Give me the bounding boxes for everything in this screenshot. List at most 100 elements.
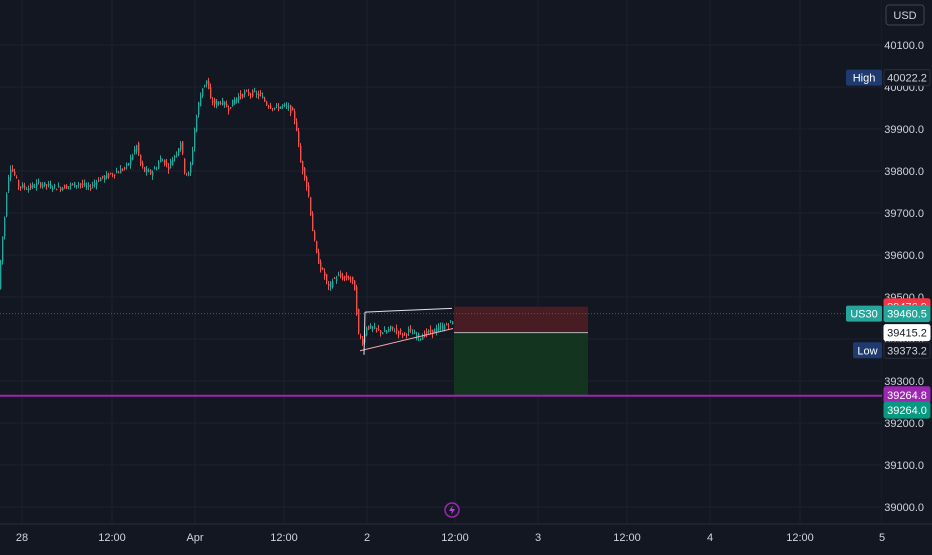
candle-body: [140, 154, 142, 165]
candle-body: [102, 175, 104, 178]
candle-body: [258, 93, 260, 97]
candle-body: [100, 178, 102, 182]
candle-body: [130, 157, 132, 165]
candle-body: [260, 92, 262, 94]
candle-body: [286, 105, 288, 107]
candle-body: [168, 166, 170, 170]
candle-body: [122, 169, 124, 171]
x-tick-label: 12:00: [786, 532, 814, 544]
candle-body: [22, 184, 24, 188]
candle-body: [310, 197, 312, 216]
x-tick-label: 12:00: [613, 532, 641, 544]
triangle-left-edge[interactable]: [363, 312, 366, 355]
candle-body: [282, 104, 284, 106]
candle-body: [402, 333, 404, 337]
candle-body: [132, 155, 134, 160]
candle-body: [452, 321, 454, 325]
price-label-last-value: 39460.5: [887, 309, 927, 321]
candle-body: [222, 100, 224, 105]
x-tick-label: 2: [364, 532, 370, 544]
candle-body: [56, 188, 58, 191]
candle-body: [432, 329, 434, 335]
candle-body: [92, 185, 94, 187]
currency-button[interactable]: [885, 4, 925, 26]
candle-body: [344, 276, 346, 278]
candle-body: [386, 331, 388, 334]
candle-body: [126, 164, 128, 166]
candle-body: [194, 129, 196, 148]
candle-body: [346, 275, 348, 279]
candle-body: [414, 332, 416, 334]
candle-body: [6, 194, 8, 217]
candle-body: [26, 189, 28, 191]
candle-body: [108, 174, 110, 178]
candle-body: [0, 260, 2, 289]
candle-body: [18, 180, 20, 187]
candle-body: [318, 252, 320, 264]
candle-body: [442, 325, 444, 331]
x-tick-label: 12:00: [441, 532, 469, 544]
triangle-drawing[interactable]: [359, 307, 454, 355]
event-icon[interactable]: [444, 502, 460, 518]
candle-body: [212, 100, 214, 103]
candle-body: [240, 93, 242, 97]
candle-body: [250, 93, 252, 95]
candle-body: [276, 104, 278, 106]
candle-body: [42, 185, 44, 187]
candle-body: [294, 111, 296, 121]
candle-body: [54, 184, 56, 186]
candle-body: [74, 182, 76, 188]
candle-body: [254, 90, 256, 92]
stop-loss-zone[interactable]: [454, 306, 588, 333]
candle-body: [124, 167, 126, 169]
candle-body: [396, 328, 398, 331]
candle-body: [306, 177, 308, 187]
candle-body: [174, 156, 176, 158]
candle-body: [366, 327, 368, 336]
candle-body: [348, 277, 350, 280]
price-label-high-value: 40022.2: [887, 73, 927, 85]
candle-body: [220, 103, 222, 105]
candle-body: [160, 157, 162, 163]
candle-body: [336, 278, 338, 281]
candle-body: [142, 162, 144, 167]
y-tick-label: 39800.0: [884, 166, 924, 178]
candle-body: [408, 328, 410, 333]
candle-body: [198, 102, 200, 115]
candle-body: [418, 333, 420, 338]
candle-body: [16, 177, 18, 179]
candle-body: [20, 186, 22, 188]
candle-body: [14, 171, 16, 175]
candle-body: [300, 145, 302, 163]
triangle-lower-line[interactable]: [359, 328, 454, 352]
price-tag-low: [853, 342, 882, 359]
candle-body: [422, 336, 424, 340]
triangle-upper-line[interactable]: [364, 307, 453, 313]
candle-body: [292, 107, 294, 111]
candle-body: [180, 143, 182, 150]
price-axis[interactable]: 40100.040000.039900.039800.039700.039600…: [882, 0, 932, 550]
take-profit-zone[interactable]: [454, 332, 588, 397]
time-axis[interactable]: 28 12:00 Apr 12:00 2 12:00 3 12:00 4 12:00 5: [0, 523, 932, 550]
candle-body: [416, 335, 418, 338]
candle-body: [350, 278, 352, 280]
x-tick-label: 4: [707, 532, 713, 544]
candle-body: [218, 101, 220, 105]
candle-body: [118, 172, 120, 174]
candle-body: [116, 171, 118, 173]
candle-body: [412, 333, 414, 335]
candle-body: [354, 280, 356, 291]
candle-body: [324, 271, 326, 277]
candle-body: [38, 181, 40, 183]
candle-body: [394, 331, 396, 333]
candle-body: [70, 183, 72, 186]
y-tick-label: 39900.0: [884, 124, 924, 136]
candle-body: [188, 173, 190, 175]
candle-body: [158, 162, 160, 169]
candle-body: [370, 325, 372, 329]
price-axis-bg: [882, 0, 932, 550]
candle-body: [120, 168, 122, 174]
candle-body: [214, 99, 216, 105]
